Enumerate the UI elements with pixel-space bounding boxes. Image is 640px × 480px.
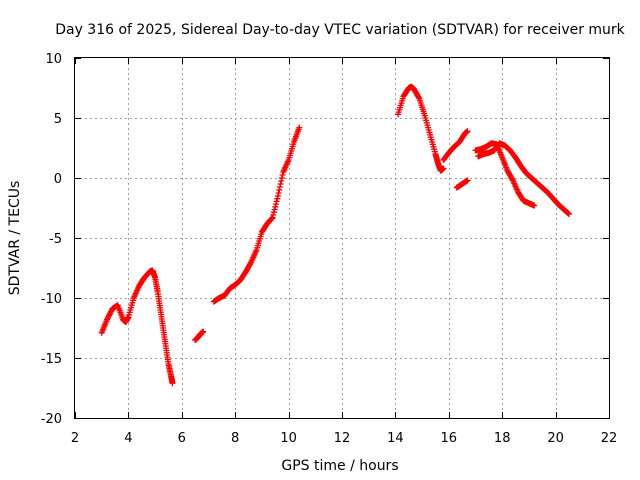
x-tick-label: 16 bbox=[441, 431, 458, 446]
y-tick-label: 5 bbox=[54, 112, 62, 127]
data-point bbox=[271, 206, 278, 213]
y-tick-label: 0 bbox=[54, 172, 62, 187]
x-tick-label: 6 bbox=[178, 431, 186, 446]
data-point bbox=[272, 201, 279, 208]
x-tick-label: 22 bbox=[601, 431, 618, 446]
plot-frame bbox=[74, 57, 610, 419]
series-arc-4 bbox=[395, 83, 447, 174]
data-point bbox=[275, 190, 282, 196]
x-tick-label: 14 bbox=[387, 431, 404, 446]
data-point bbox=[106, 312, 113, 319]
data-point bbox=[415, 94, 422, 101]
data-point bbox=[278, 178, 285, 184]
data-point bbox=[440, 165, 447, 172]
data-point bbox=[269, 214, 276, 221]
x-axis-label: GPS time / hours bbox=[281, 458, 398, 474]
x-tick-label: 8 bbox=[231, 431, 239, 446]
data-point bbox=[273, 198, 280, 205]
data-point bbox=[531, 202, 538, 209]
y-tick-label: 10 bbox=[45, 52, 62, 67]
data-point bbox=[270, 209, 277, 216]
y-tick-label: -20 bbox=[41, 412, 62, 427]
data-point bbox=[464, 128, 471, 135]
y-tick-labels: -20 -15 -10 -5 0 5 10 bbox=[41, 52, 62, 427]
data-point bbox=[274, 193, 281, 199]
data-point bbox=[169, 380, 176, 387]
x-tick-labels: 2 4 6 8 10 12 14 16 18 20 22 bbox=[71, 431, 617, 446]
y-tick-label: -15 bbox=[41, 352, 62, 367]
grid bbox=[75, 58, 609, 418]
data-point bbox=[278, 175, 285, 181]
x-tick-label: 2 bbox=[71, 431, 79, 446]
x-tick-label: 18 bbox=[494, 431, 511, 446]
data-point bbox=[276, 184, 283, 190]
data-point bbox=[276, 187, 283, 193]
series-arc-3 bbox=[210, 124, 303, 305]
y-tick-label: -5 bbox=[49, 232, 62, 247]
x-tick-label: 4 bbox=[124, 431, 132, 446]
data-point bbox=[268, 215, 275, 222]
data-point bbox=[270, 211, 277, 218]
series-arc-1 bbox=[98, 267, 176, 387]
series-arc-6 bbox=[453, 177, 471, 191]
chart-title: Day 316 of 2025, Sidereal Day-to-day VTE… bbox=[55, 22, 625, 38]
y-tick-label: -10 bbox=[41, 292, 62, 307]
data-point bbox=[565, 211, 572, 217]
data-point bbox=[279, 172, 286, 178]
x-tick-label: 12 bbox=[334, 431, 351, 446]
x-tick-label: 10 bbox=[280, 431, 297, 446]
y-axis-label: SDTVAR / TECUs bbox=[7, 181, 23, 296]
data-point bbox=[277, 181, 284, 187]
axis-ticks bbox=[75, 58, 610, 419]
data-point bbox=[509, 176, 516, 183]
x-tick-label: 20 bbox=[547, 431, 564, 446]
series-arc-2 bbox=[192, 328, 207, 343]
data-point bbox=[272, 203, 279, 210]
data-point bbox=[296, 124, 303, 131]
data-point bbox=[247, 260, 254, 267]
data-point bbox=[200, 328, 207, 335]
data-points bbox=[98, 83, 572, 387]
series-arc-8 bbox=[475, 140, 572, 217]
data-point bbox=[464, 177, 471, 184]
series-arc-5 bbox=[440, 128, 471, 163]
data-point bbox=[274, 195, 281, 202]
